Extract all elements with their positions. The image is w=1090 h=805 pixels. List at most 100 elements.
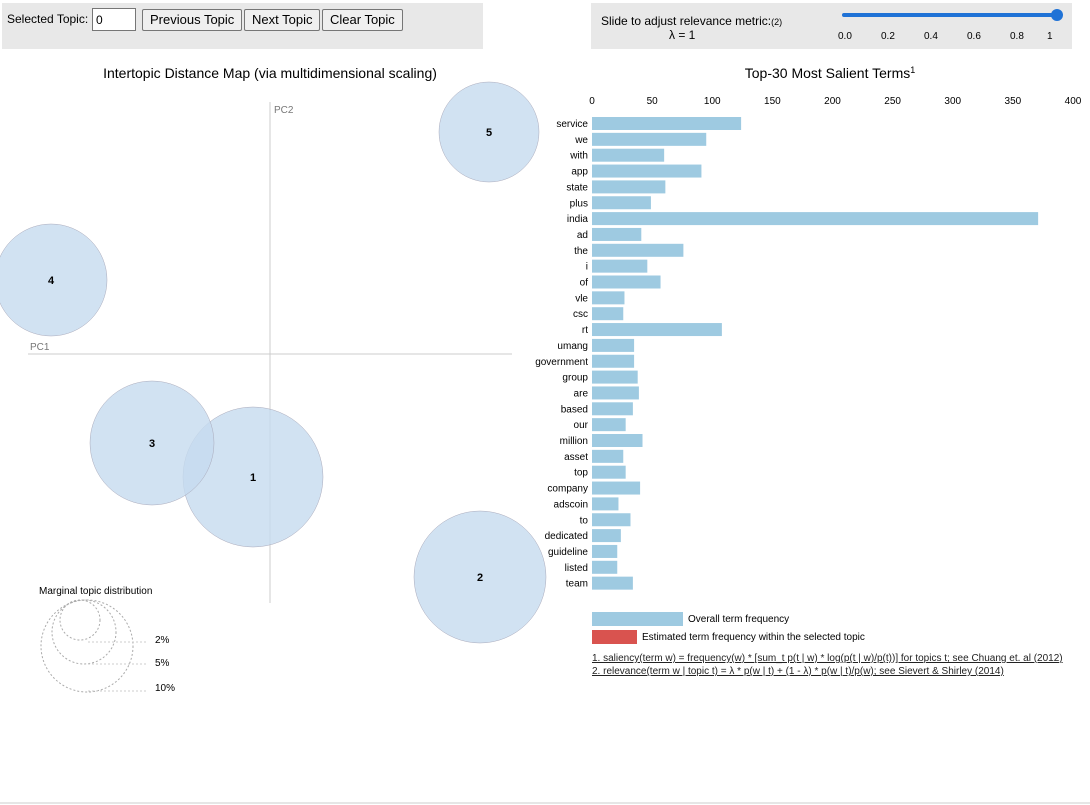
term-label-state[interactable]: state xyxy=(566,182,588,193)
salient-terms-title: Top-30 Most Salient Terms1 xyxy=(745,65,916,81)
term-bar-vle[interactable] xyxy=(592,291,625,305)
salient-terms-title-text: Top-30 Most Salient Terms xyxy=(745,65,910,81)
lambda-value: λ = 1 xyxy=(669,28,696,42)
term-bar-state[interactable] xyxy=(592,180,666,194)
term-label-i[interactable]: i xyxy=(586,262,588,273)
term-bar-with[interactable] xyxy=(592,148,665,162)
term-bar-we[interactable] xyxy=(592,132,707,146)
term-label-adscoin[interactable]: adscoin xyxy=(554,499,588,510)
relevance-slider-label: Slide to adjust relevance metric:(2) xyxy=(601,14,782,28)
marginal-label-2: 2% xyxy=(155,635,170,646)
relevance-slider-note: (2) xyxy=(771,17,783,27)
slider-tick-label: 0.6 xyxy=(967,31,981,42)
term-bar-rt[interactable] xyxy=(592,323,722,337)
term-bar-listed[interactable] xyxy=(592,560,618,574)
term-bar-company[interactable] xyxy=(592,481,641,495)
legend-estimated-label: Estimated term frequency within the sele… xyxy=(642,632,865,643)
marginal-circle-2 xyxy=(59,599,101,641)
marginal-label-10: 10% xyxy=(155,683,175,694)
relevance-footnote[interactable]: 2. relevance(term w | topic t) = λ * p(w… xyxy=(592,666,1004,677)
topic-circle-5[interactable] xyxy=(438,81,540,183)
term-bar-plus[interactable] xyxy=(592,196,651,210)
term-label-asset[interactable]: asset xyxy=(564,452,588,463)
bar-chart-bars: service we with app state plus india ad the i of vl… xyxy=(535,117,1039,590)
term-bar-top[interactable] xyxy=(592,465,626,479)
term-bar-are[interactable] xyxy=(592,386,639,400)
x-tick-label: 400 xyxy=(1065,96,1082,107)
term-bar-group[interactable] xyxy=(592,370,638,384)
term-label-team[interactable]: team xyxy=(566,579,588,590)
topic-circle-4[interactable] xyxy=(0,223,108,337)
selected-topic-label: Selected Topic: xyxy=(7,12,89,26)
term-bar-our[interactable] xyxy=(592,418,626,432)
term-label-with[interactable]: with xyxy=(569,151,588,162)
saliency-footnote[interactable]: 1. saliency(term w) = frequency(w) * [su… xyxy=(592,653,1063,664)
slider-tick-label: 0.8 xyxy=(1010,31,1024,42)
term-bar-dedicated[interactable] xyxy=(592,529,621,543)
term-label-dedicated[interactable]: dedicated xyxy=(545,531,588,542)
topic-controls-panel xyxy=(2,3,483,49)
relevance-slider-label-text: Slide to adjust relevance metric: xyxy=(601,14,772,28)
term-label-service[interactable]: service xyxy=(556,119,588,130)
term-label-we[interactable]: we xyxy=(574,135,588,146)
term-bar-million[interactable] xyxy=(592,434,643,447)
selected-topic-input[interactable] xyxy=(92,8,136,31)
topic-circle-3[interactable] xyxy=(89,380,215,506)
bar-chart-x-ticks: 0 50 100 150 200 250 300 350 400 xyxy=(589,96,1082,107)
term-label-umang[interactable]: umang xyxy=(557,341,588,352)
term-bar-adscoin[interactable] xyxy=(592,497,619,511)
term-label-rt[interactable]: rt xyxy=(582,325,588,336)
relevance-slider-track[interactable] xyxy=(842,13,1058,17)
x-tick-label: 250 xyxy=(884,96,901,107)
term-label-million[interactable]: million xyxy=(560,436,588,447)
term-label-guideline[interactable]: guideline xyxy=(548,547,588,558)
term-bar-based[interactable] xyxy=(592,402,633,416)
term-bar-service[interactable] xyxy=(592,117,742,130)
clear-topic-button[interactable]: Clear Topic xyxy=(322,9,403,31)
term-label-group[interactable]: group xyxy=(562,373,588,384)
term-bar-asset[interactable] xyxy=(592,449,624,463)
salient-terms-title-sup: 1 xyxy=(910,65,915,75)
term-label-app[interactable]: app xyxy=(571,167,588,178)
term-bar-india[interactable] xyxy=(592,212,1039,226)
term-label-to[interactable]: to xyxy=(580,515,589,526)
term-bar-of[interactable] xyxy=(592,275,661,289)
term-label-the[interactable]: the xyxy=(574,246,588,257)
term-bar-to[interactable] xyxy=(592,513,631,527)
slider-tick-label: 1 xyxy=(1047,31,1053,42)
term-label-india[interactable]: india xyxy=(567,214,589,225)
term-bar-ad[interactable] xyxy=(592,227,642,241)
term-bar-i[interactable] xyxy=(592,259,648,273)
relevance-slider-panel xyxy=(591,3,1072,49)
term-label-vle[interactable]: vle xyxy=(575,293,588,304)
term-label-csc[interactable]: csc xyxy=(573,309,588,320)
term-label-our[interactable]: our xyxy=(574,420,589,431)
term-bar-umang[interactable] xyxy=(592,338,635,352)
term-bar-app[interactable] xyxy=(592,164,702,178)
term-label-plus[interactable]: plus xyxy=(570,198,588,209)
term-label-based[interactable]: based xyxy=(561,404,588,415)
term-label-ad[interactable]: ad xyxy=(577,230,588,241)
x-tick-label: 0 xyxy=(589,96,595,107)
x-tick-label: 100 xyxy=(704,96,721,107)
marginal-circle-10 xyxy=(40,599,134,693)
term-bar-government[interactable] xyxy=(592,354,635,368)
x-tick-label: 350 xyxy=(1005,96,1022,107)
previous-topic-button[interactable]: Previous Topic xyxy=(142,9,243,31)
term-label-top[interactable]: top xyxy=(574,468,588,479)
term-bar-csc[interactable] xyxy=(592,307,624,321)
term-bar-guideline[interactable] xyxy=(592,544,618,558)
pc2-label: PC2 xyxy=(274,105,294,116)
term-label-listed[interactable]: listed xyxy=(565,563,588,574)
term-bar-the[interactable] xyxy=(592,243,684,257)
topic-circle-2[interactable] xyxy=(413,510,547,644)
next-topic-button[interactable]: Next Topic xyxy=(244,9,321,31)
term-label-government[interactable]: government xyxy=(535,357,588,368)
term-bar-team[interactable] xyxy=(592,576,633,590)
marginal-label-5: 5% xyxy=(155,658,170,669)
term-label-company[interactable]: company xyxy=(547,484,588,495)
relevance-slider-handle[interactable] xyxy=(1051,9,1063,21)
term-label-of[interactable]: of xyxy=(580,278,589,289)
term-label-are[interactable]: are xyxy=(574,388,589,399)
